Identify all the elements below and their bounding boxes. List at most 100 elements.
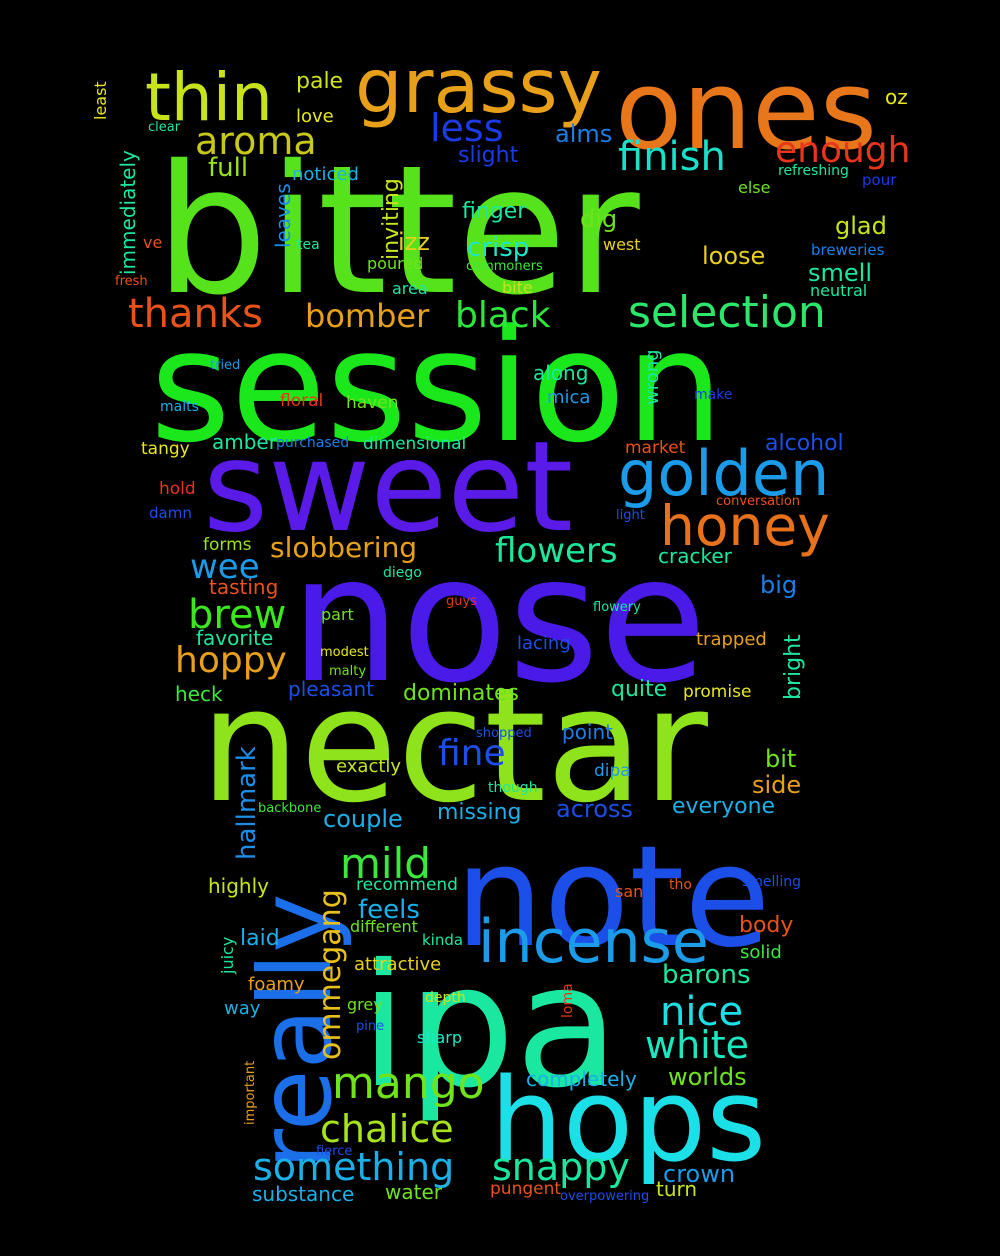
word-crisp: crisp (467, 233, 529, 263)
word-slight: slight (458, 143, 519, 168)
word-oz: oz (885, 85, 908, 109)
word-tangy: tangy (141, 439, 190, 459)
word-fresh: fresh (115, 274, 148, 289)
word-purchased: purchased (276, 435, 349, 451)
word-brew: brew (188, 592, 286, 638)
word-breweries: breweries (811, 241, 885, 259)
word-backbone: backbone (258, 801, 321, 816)
word-promise: promise (683, 682, 751, 702)
word-tried: tried (210, 358, 240, 373)
word-leaves: leaves (271, 183, 295, 248)
word-alcohol: alcohol (765, 431, 844, 456)
word-white: white (645, 1023, 749, 1067)
word-grassy: grassy (355, 42, 602, 130)
word-forms: forms (203, 535, 252, 555)
word-highly: highly (208, 874, 269, 898)
word-snappy: snappy (492, 1145, 630, 1189)
word-sharp: sharp (417, 1028, 462, 1047)
word-depth: depth (425, 990, 466, 1006)
word-honey: honey (660, 494, 830, 558)
word-substance: substance (252, 1182, 354, 1206)
word-attractive: attractive (354, 954, 441, 975)
word-san: san (615, 882, 643, 901)
word-poured: poured (367, 254, 423, 273)
word-mango: mango (332, 1058, 485, 1109)
word-thin: thin (145, 59, 273, 136)
word-flowery: flowery (593, 600, 641, 615)
word-sweet: sweet (203, 415, 573, 560)
word-recommend: recommend (356, 875, 458, 895)
word-pour: pour (862, 171, 897, 189)
word-smell: smell (808, 259, 872, 287)
word-body: body (739, 913, 793, 938)
word-missing: missing (437, 800, 522, 825)
word-fine: fine (438, 733, 506, 774)
word-clear: clear (148, 120, 181, 135)
word-tea: tea (297, 237, 320, 253)
word-worlds: worlds (668, 1063, 747, 1091)
word-nectar: nectar (200, 654, 708, 838)
word-quite: quite (611, 677, 667, 702)
word-though: though (488, 780, 538, 796)
word-finish: finish (618, 134, 726, 180)
word-crown: crown (663, 1160, 735, 1188)
word-something: something (253, 1145, 454, 1189)
word-trapped: trapped (696, 629, 767, 650)
word-hold: hold (159, 479, 196, 499)
word-floral: floral (280, 391, 323, 411)
word-selection: selection (628, 287, 826, 338)
word-water: water (385, 1180, 443, 1204)
word-haven: haven (346, 393, 399, 413)
word-loma: loma (560, 983, 576, 1018)
word-cracker: cracker (658, 544, 733, 568)
word-mild: mild (340, 839, 431, 888)
word-side: side (752, 771, 801, 799)
word-tho: tho (669, 877, 692, 893)
word-session: session (150, 296, 724, 477)
word-conversation: conversation (716, 494, 800, 509)
word-important: important (243, 1061, 258, 1125)
word-lacing: lacing (517, 633, 571, 654)
word-black: black (455, 295, 551, 336)
word-pine: pine (356, 1019, 384, 1034)
word-foamy: foamy (248, 974, 305, 995)
word-noticed: noticed (292, 164, 359, 185)
word-note: note (455, 816, 770, 979)
word-else: else (738, 178, 770, 197)
word-hops: hops (490, 1054, 766, 1188)
word-tasting: tasting (209, 575, 278, 599)
word-wee: wee (190, 547, 260, 587)
word-along: along (533, 361, 588, 385)
word-guys: guys (446, 594, 477, 609)
word-kinda: kinda (422, 931, 463, 949)
word-fierce: fierce (316, 1144, 352, 1159)
word-bitter: bitter (155, 127, 641, 334)
word-hoppy: hoppy (175, 640, 287, 681)
word-shopped: shopped (476, 726, 532, 741)
word-thanks: thanks (128, 291, 263, 337)
word-really: really (237, 894, 354, 1170)
word-commoners: commoners (466, 259, 543, 274)
word-overpowering: overpowering (560, 1189, 649, 1204)
word-inviting: inviting (379, 178, 404, 260)
word-refreshing: refreshing (778, 163, 849, 179)
word-across: across (556, 795, 633, 823)
word-dominates: dominates (403, 681, 519, 706)
word-different: different (350, 917, 418, 936)
word-incense: incense (478, 907, 709, 977)
word-love: love (296, 106, 334, 127)
word-part: part (321, 605, 354, 624)
word-barons: barons (662, 960, 751, 990)
word-izz: izz (398, 228, 430, 256)
word-finger: finger (462, 199, 527, 224)
word-alms: alms (555, 120, 612, 148)
word-market: market (625, 438, 686, 458)
word-nice: nice (660, 989, 743, 1035)
word-dig: dig (580, 205, 617, 233)
word-least: least (91, 81, 110, 120)
word-loose: loose (702, 242, 765, 270)
word-dimensional: dimensional (363, 434, 466, 454)
word-bit: bit (765, 745, 796, 773)
